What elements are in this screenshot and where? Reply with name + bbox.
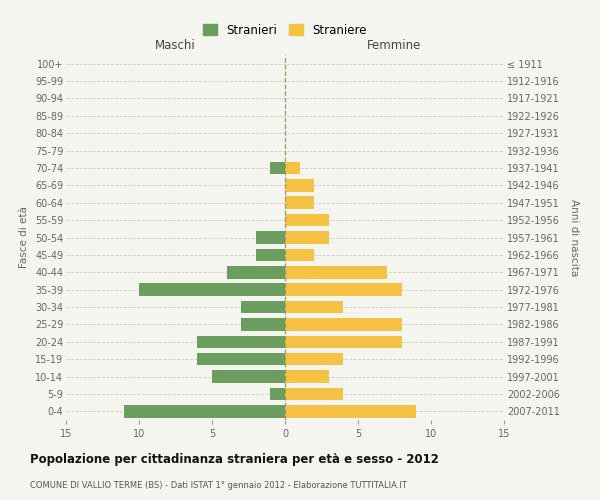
Bar [285,248,314,261]
Bar [285,353,343,366]
Bar [271,162,285,174]
Bar [139,284,285,296]
Bar [285,405,416,417]
Bar [241,318,285,330]
Y-axis label: Fasce di età: Fasce di età [19,206,29,268]
Bar [285,162,299,174]
Bar [285,231,329,244]
Bar [285,214,329,226]
Legend: Stranieri, Straniere: Stranieri, Straniere [198,19,372,42]
Bar [285,266,387,278]
Bar [285,196,314,209]
Bar [212,370,285,383]
Bar [285,284,402,296]
Bar [256,248,285,261]
Bar [241,301,285,314]
Bar [285,388,343,400]
Bar [285,301,343,314]
Y-axis label: Anni di nascita: Anni di nascita [569,199,579,276]
Bar [197,353,285,366]
Bar [285,370,329,383]
Bar [285,318,402,330]
Text: COMUNE DI VALLIO TERME (BS) - Dati ISTAT 1° gennaio 2012 - Elaborazione TUTTITAL: COMUNE DI VALLIO TERME (BS) - Dati ISTAT… [30,481,407,490]
Bar [124,405,285,417]
Text: Maschi: Maschi [155,38,196,52]
Text: Popolazione per cittadinanza straniera per età e sesso - 2012: Popolazione per cittadinanza straniera p… [30,452,439,466]
Bar [285,336,402,348]
Bar [197,336,285,348]
Bar [227,266,285,278]
Bar [285,179,314,192]
Text: Femmine: Femmine [367,38,422,52]
Bar [271,388,285,400]
Bar [256,231,285,244]
